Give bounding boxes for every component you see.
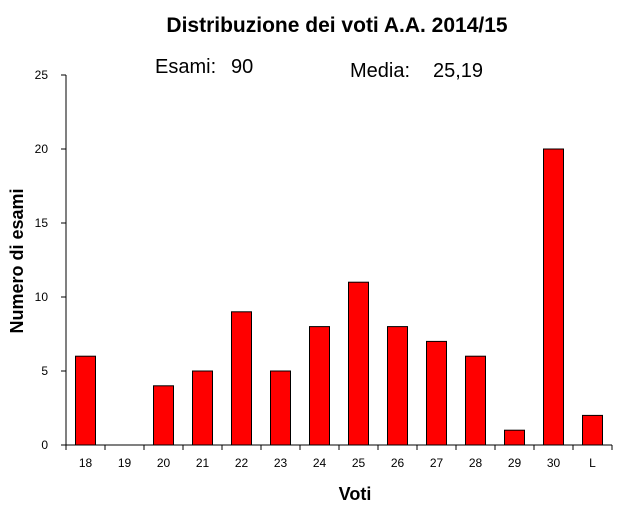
chart-title: Distribuzione dei voti A.A. 2014/15 (166, 14, 507, 37)
x-tick-label: 28 (469, 456, 483, 470)
x-tick-label: 27 (430, 456, 444, 470)
y-axis-label: Numero di esami (7, 188, 27, 333)
x-tick-label: 30 (547, 456, 561, 470)
esami-label: Esami: (155, 56, 216, 78)
bar-28 (465, 355, 486, 446)
x-tick-label: 25 (352, 456, 366, 470)
y-tick-label: 25 (35, 68, 49, 82)
x-tick-label: 29 (508, 456, 522, 470)
bar-24 (309, 326, 330, 446)
x-tick-label: 19 (118, 456, 132, 470)
y-tick-label: 5 (41, 364, 48, 378)
x-axis-label: Voti (339, 484, 372, 504)
x-tick-label: 22 (235, 456, 249, 470)
esami-value: 90 (231, 56, 253, 78)
x-tick-label: 20 (157, 456, 171, 470)
bar-23 (270, 370, 291, 446)
media-label: Media: (350, 60, 410, 82)
bar-25 (348, 281, 369, 446)
y-tick-label: 15 (35, 216, 49, 230)
x-tick-label: 24 (313, 456, 327, 470)
x-tick-label: 26 (391, 456, 405, 470)
bar-L (582, 414, 603, 446)
bar-20 (153, 385, 174, 446)
y-tick-label: 20 (35, 142, 49, 156)
bar-18 (75, 355, 96, 446)
bar-29 (504, 429, 525, 446)
bar-26 (387, 326, 408, 446)
bar-27 (426, 340, 447, 446)
bar-21 (192, 370, 213, 446)
media-value: 25,19 (433, 60, 483, 82)
plot-area: 0 5 10 15 20 25 18 19 20 21 22 23 24 25 26 27 28 29 30 L (35, 68, 613, 470)
bar-30 (543, 148, 564, 446)
x-tick-label: 21 (196, 456, 210, 470)
x-tick-label: 18 (79, 456, 93, 470)
bar-22 (231, 311, 252, 446)
y-tick-label: 0 (41, 438, 48, 452)
x-tick-label: 23 (274, 456, 288, 470)
y-tick-label: 10 (35, 290, 49, 304)
x-tick-label: L (589, 456, 596, 470)
